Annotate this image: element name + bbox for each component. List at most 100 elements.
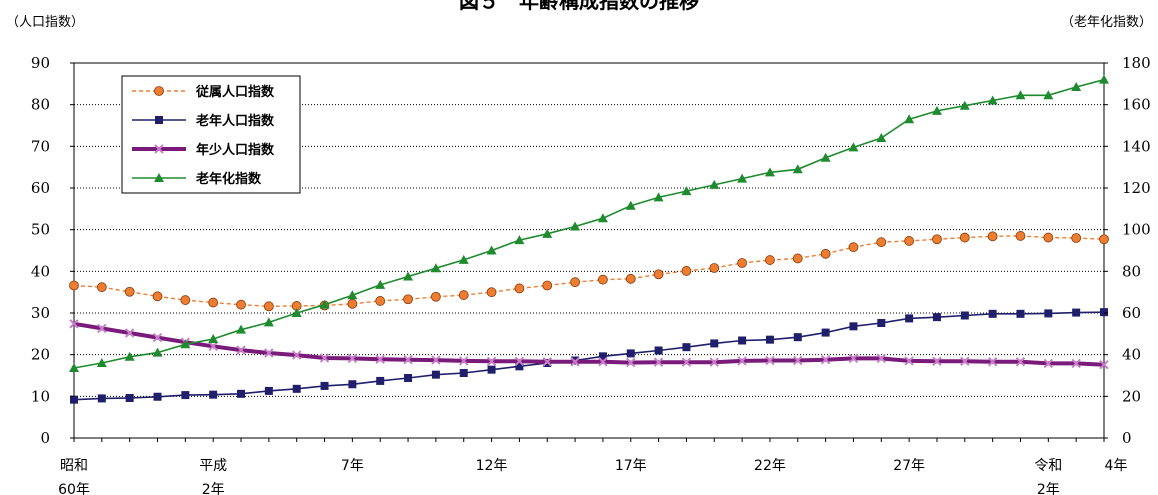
data-point: [514, 356, 525, 367]
data-point: [681, 266, 692, 276]
data-point: [877, 319, 886, 327]
data-point: [793, 355, 803, 366]
data-point: [430, 263, 441, 273]
data-point: [264, 386, 273, 395]
right-tick-label: 100: [1122, 221, 1151, 239]
left-tick-label: 70: [31, 137, 50, 155]
data-point: [514, 283, 525, 294]
data-point: [1015, 90, 1026, 100]
left-tick-label: 0: [40, 429, 50, 447]
data-point: [1016, 309, 1025, 318]
data-point: [542, 228, 553, 238]
data-point: [1015, 357, 1026, 367]
data-point: [959, 232, 970, 243]
data-point: [792, 253, 803, 264]
data-point: [459, 356, 469, 366]
data-point: [292, 384, 301, 393]
left-tick-label: 20: [31, 346, 50, 364]
data-point: [653, 269, 664, 280]
data-point: [764, 167, 775, 177]
x-tick-label-line: 昭和: [60, 458, 88, 474]
data-point: [848, 142, 859, 152]
data-point: [124, 351, 135, 361]
data-point: [430, 291, 441, 302]
data-point: [1043, 90, 1054, 100]
legend-box: [121, 75, 301, 194]
data-point: [709, 263, 720, 273]
data-point: [514, 235, 525, 245]
right-tick-label: 160: [1122, 96, 1151, 114]
x-tick-label-line: 平成: [199, 458, 227, 474]
data-point: [515, 362, 524, 371]
data-point: [208, 297, 219, 308]
data-point: [737, 258, 748, 268]
data-point: [1044, 309, 1053, 318]
data-point: [181, 391, 190, 400]
data-point: [626, 349, 635, 358]
data-point: [70, 395, 78, 404]
data-point: [793, 333, 802, 342]
data-point: [542, 357, 552, 367]
data-point: [458, 254, 469, 264]
left-tick-label: 30: [31, 304, 50, 322]
data-point: [904, 356, 914, 366]
data-point: [376, 376, 385, 385]
x-tick-label-line: 4年: [1105, 458, 1128, 474]
legend-label: 従属人口指数: [195, 84, 275, 100]
data-point: [69, 319, 79, 329]
left-tick-label: 90: [31, 54, 50, 72]
data-point: [124, 286, 135, 297]
data-point: [264, 348, 274, 358]
data-point: [682, 343, 691, 352]
data-point: [987, 231, 998, 242]
data-point: [236, 299, 246, 310]
x-tick-label-line: 2年: [1037, 482, 1060, 495]
data-point: [905, 314, 914, 323]
right-tick-label: 40: [1122, 346, 1141, 364]
x-tick-label: 昭和 60年: [58, 458, 90, 495]
data-point: [1015, 231, 1026, 241]
series-1: [69, 231, 1109, 312]
data-point: [904, 236, 915, 246]
data-point: [291, 308, 302, 317]
left-axis-label: （人口指数）: [6, 15, 84, 30]
data-point: [154, 173, 164, 182]
data-point: [932, 313, 941, 322]
data-point: [208, 341, 218, 352]
data-point: [154, 86, 164, 96]
legend-label: 老年人口指数: [195, 113, 275, 129]
data-point: [375, 279, 386, 289]
data-point: [820, 248, 831, 259]
chart-title: 図５ 年齢構成指数の推移: [459, 0, 699, 13]
data-point: [431, 370, 440, 379]
data-point: [1071, 233, 1082, 243]
x-tick-label: 12年: [476, 458, 508, 474]
data-point: [876, 353, 887, 364]
data-point: [597, 213, 608, 223]
data-point: [209, 390, 218, 399]
data-point: [987, 357, 998, 367]
x-tick-label-line: 27年: [893, 458, 925, 474]
data-point: [848, 242, 859, 253]
plot-area: [73, 62, 1105, 439]
data-point: [653, 192, 664, 202]
left-tick-label: 50: [31, 221, 50, 239]
right-axis-label: （老年化指数）: [1061, 15, 1152, 30]
data-point: [1072, 308, 1081, 317]
data-point: [319, 299, 330, 309]
left-tick-label: 80: [31, 96, 50, 114]
data-point: [1099, 234, 1109, 245]
data-point: [154, 144, 164, 154]
series-4: [69, 74, 1109, 372]
data-point: [458, 290, 469, 300]
data-point: [932, 234, 942, 245]
data-point: [319, 353, 330, 363]
data-point: [988, 309, 997, 318]
data-point: [263, 317, 274, 327]
data-point: [765, 335, 774, 344]
data-point: [487, 365, 496, 374]
data-point: [486, 356, 497, 367]
data-point: [849, 322, 858, 331]
